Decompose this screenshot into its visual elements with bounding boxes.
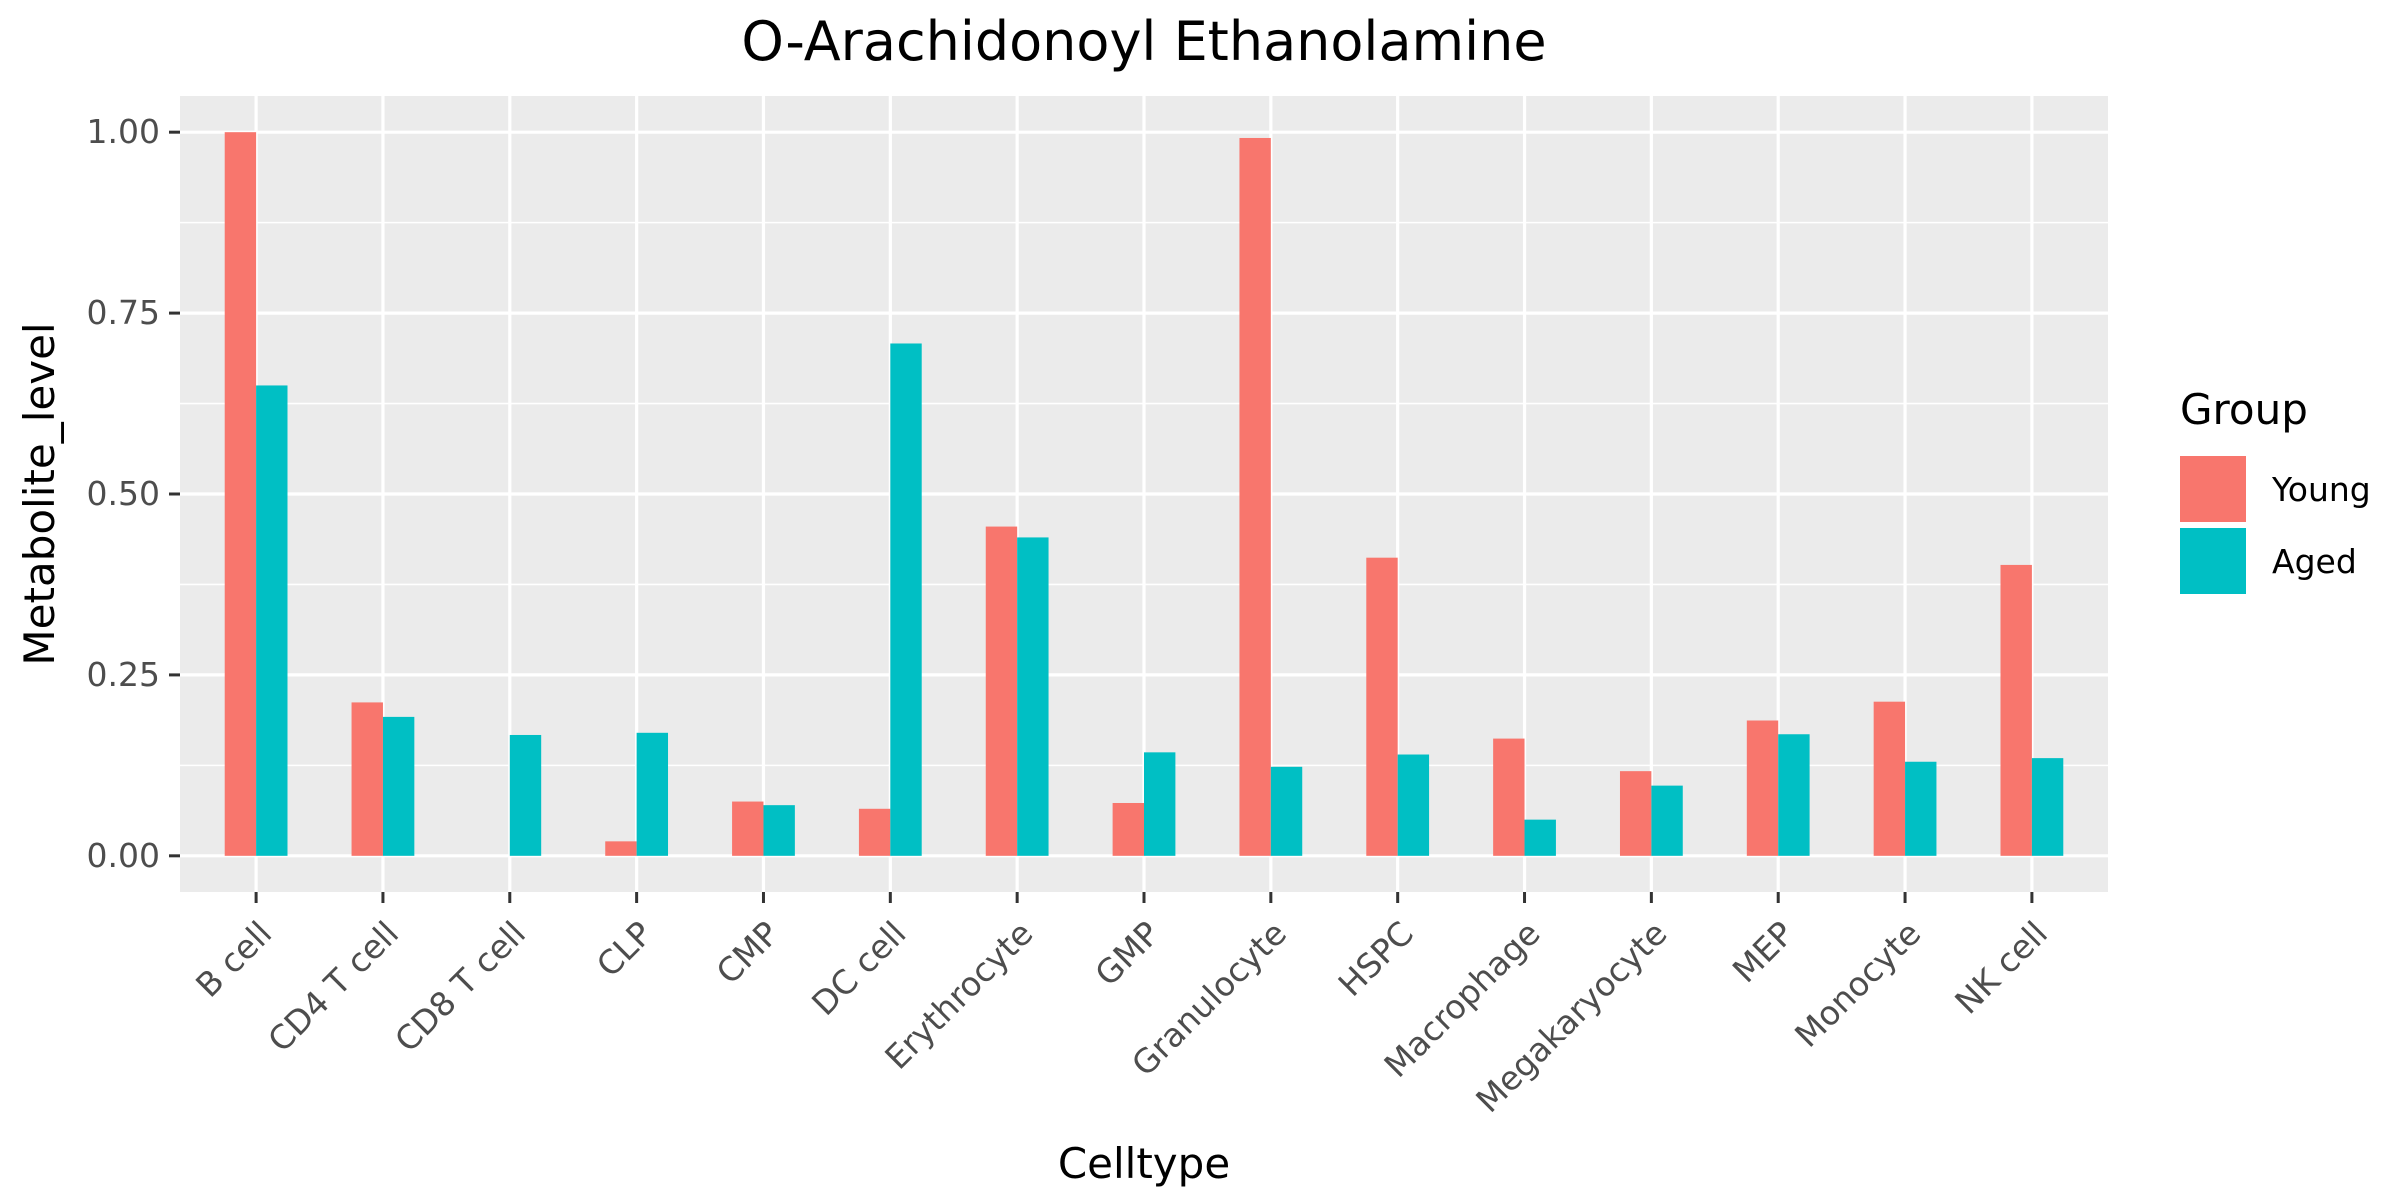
legend: Group Young Aged [2180,385,2371,594]
x-tick-label: CD4 T cell [260,914,406,1060]
x-tick-label: NK cell [1947,914,2055,1022]
bar-aged-hspc [1397,754,1430,856]
bar-aged-mep [1778,734,1810,856]
bar-aged-cmp [763,805,795,856]
bar-young-macrophage [1493,738,1525,856]
bar-aged-granulocyte [1270,766,1303,856]
y-tick-label: 0.00 [87,836,160,875]
y-tick-label: 0.50 [87,474,160,513]
y-tick-label: 1.00 [87,112,160,151]
x-tick-label: CLP [589,914,660,985]
legend-label-young: Young [2271,470,2371,509]
x-tick-label: MEP [1725,914,1802,991]
x-tick-label: GMP [1087,914,1167,994]
y-tick-label: 0.25 [87,655,160,694]
bars [224,132,2064,856]
bar-young-nk-cell [2000,564,2032,856]
x-tick-label: CMP [709,914,787,992]
bar-young-gmp [1112,802,1144,856]
x-tick-label: CD8 T cell [387,914,533,1060]
legend-key-young [2180,456,2246,522]
x-tick-label: DC cell [804,914,913,1023]
bar-young-clp [605,841,637,856]
bar-young-monocyte [1873,701,1906,856]
bar-young-cmp [732,801,764,856]
bar-young-cd4-t-cell [351,702,383,856]
x-tick-label: B cell [188,914,279,1005]
bar-young-megakaryocyte [1619,771,1652,856]
bar-aged-cd4-t-cell [382,716,415,856]
bar-young-hspc [1366,557,1398,856]
bar-aged-cd8-t-cell [509,734,542,856]
bar-young-b-cell [224,132,257,856]
y-axis-title: Metabolite_level [15,322,64,665]
x-tick-label: Monocyte [1787,914,1928,1055]
bar-young-erythrocyte [985,526,1018,856]
bar-aged-b-cell [256,385,288,856]
x-axis-title: Celltype [1058,1139,1230,1188]
bar-young-granulocyte [1239,137,1271,856]
bar-aged-monocyte [1905,761,1937,856]
legend-key-aged [2180,528,2246,594]
bar-young-dc-cell [858,808,891,856]
x-tick-label: HSPC [1331,914,1421,1004]
legend-label-aged: Aged [2272,542,2357,581]
chart-title: O-Arachidonoyl Ethanolamine [741,10,1546,73]
y-tick-label: 0.75 [87,293,160,332]
bar-aged-clp [636,732,669,856]
bar-aged-dc-cell [890,343,922,856]
bar-aged-macrophage [1524,819,1556,856]
y-axis: 0.00 0.25 0.50 0.75 1.00 [87,112,180,875]
bar-aged-erythrocyte [1017,537,1049,856]
bar-aged-megakaryocyte [1651,785,1683,856]
bar-aged-gmp [1144,752,1176,856]
legend-title: Group [2180,385,2308,434]
bar-young-mep [1746,720,1779,856]
bar-aged-nk-cell [2031,758,2064,856]
